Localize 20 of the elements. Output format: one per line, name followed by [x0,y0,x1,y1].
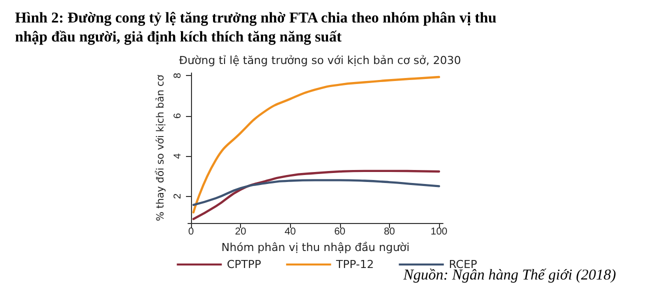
legend-label: TPP-12 [335,258,374,271]
line-series [192,179,440,206]
line-series [192,76,440,214]
x-tick-label: 100 [430,226,448,238]
y-tick-label: 6 [172,112,184,119]
y-tick-label: 2 [172,193,184,200]
line-series [192,170,440,220]
y-axis-title: % thay đổi so với kịch bản cơ [154,74,166,222]
x-tick-label: 40 [284,226,296,238]
text: Nguồn: Ngân hàng Thế giới (2018) [402,268,616,284]
x-tick-label: 20 [235,226,247,238]
x-tick-label: 60 [334,226,346,238]
x-axis-title: Nhóm phân vị thu nhập đầu người [221,240,410,254]
chart-subtitle: Đường tỉ lệ tăng trưởng so với kịch bản cơ sở, 2030 [179,54,461,67]
y-tick-label: 8 [172,72,184,78]
y-tick-label: 4 [172,152,184,159]
x-tick-label: 0 [188,226,194,238]
chart-title: Hình 2: Đường cong tỷ lệ tăng trưởng nhờ FTA chia theo nhóm phân vị thu nhập đầu người, giả định kích thích tăng năng suất [15,10,500,46]
x-tick-label: 80 [384,226,396,238]
legend-label: CPTPP [226,258,262,271]
